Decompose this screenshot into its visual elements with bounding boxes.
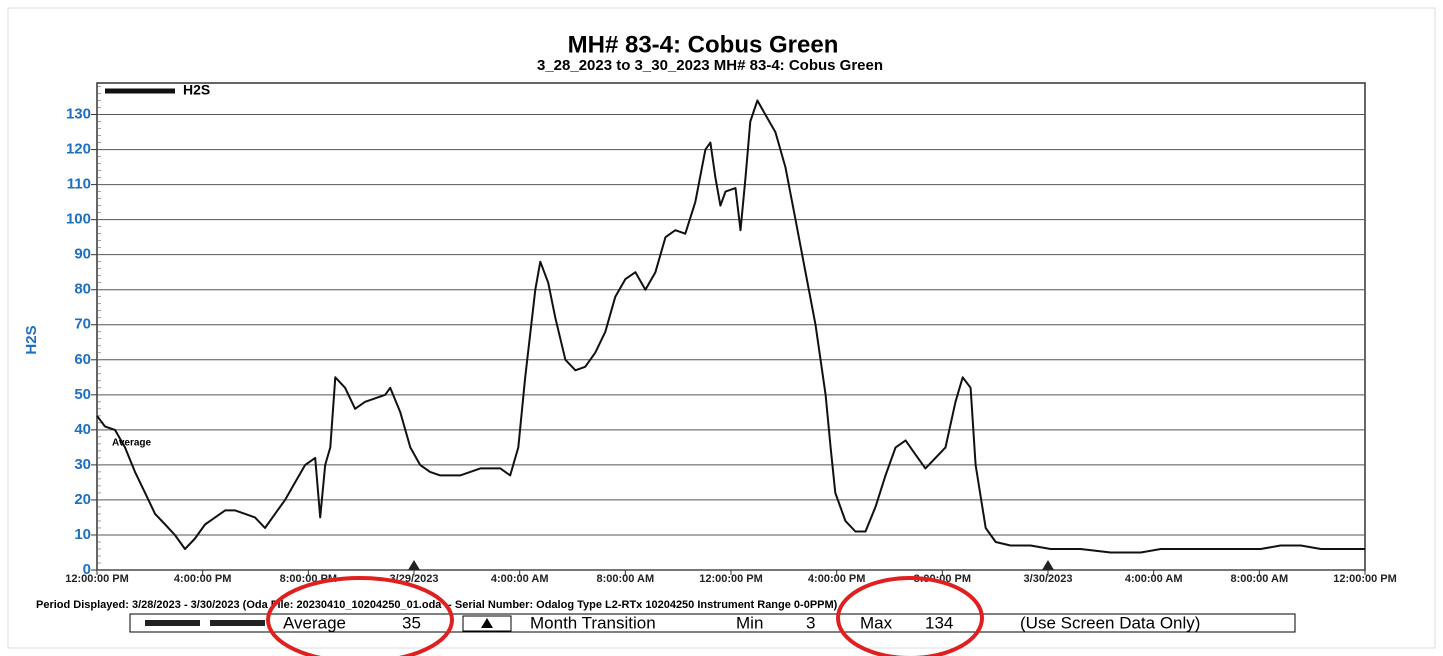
y-tick-label: 110: [67, 176, 91, 193]
average-annotation: Average: [112, 438, 152, 449]
transition-marker: [1042, 560, 1054, 570]
highlight-circle: [836, 576, 984, 656]
legend-label: H2S: [183, 82, 210, 98]
y-axis-label: H2S: [23, 325, 40, 354]
x-tick-label: 4:00:00 AM: [1125, 573, 1183, 585]
average-value: 35: [402, 613, 421, 632]
min-value: 3: [806, 613, 815, 632]
y-tick-label: 30: [74, 456, 91, 473]
stats-box: Average 35 Month Transition Min 3 Max 13…: [129, 613, 1296, 633]
x-tick-label: 12:00:00 PM: [65, 573, 129, 585]
min-label: Min: [736, 613, 763, 632]
x-tick-label: 4:00:00 PM: [174, 573, 231, 585]
x-tick-label: 12:00:00 PM: [1333, 573, 1397, 585]
y-tick-label: 130: [66, 106, 91, 123]
highlight-circle: [266, 576, 454, 656]
transition-icon: [462, 615, 512, 632]
x-tick-label: 8:00:00 AM: [596, 573, 654, 585]
data-line: [96, 99, 1365, 554]
y-tick-label: 20: [74, 491, 91, 508]
y-tick-label: 0: [83, 561, 91, 578]
x-tick-label: 8:00:00 AM: [1230, 573, 1288, 585]
chart-title: MH# 83-4: Cobus Green: [568, 31, 839, 58]
max-value: 134: [925, 613, 953, 632]
stats-frame: [129, 613, 1296, 633]
max-label: Max: [860, 613, 893, 632]
chart-subtitle: 3_28_2023 to 3_30_2023 MH# 83-4: Cobus G…: [537, 57, 883, 74]
x-tick-label: 4:00:00 PM: [808, 573, 865, 585]
stats-swatch: [145, 620, 200, 626]
stats-swatch: [210, 620, 265, 626]
y-tick-label: 10: [74, 526, 91, 543]
transition-triangle: [481, 618, 493, 628]
y-tick-label: 90: [74, 246, 91, 263]
plot-frame: [96, 82, 1366, 571]
note: (Use Screen Data Only): [1020, 613, 1200, 632]
y-tick-label: 40: [74, 421, 91, 438]
x-tick-label: 3/30/2023: [1024, 573, 1073, 585]
transition-label: Month Transition: [530, 613, 656, 632]
y-tick-label: 70: [74, 316, 91, 333]
x-tick-label: 4:00:00 AM: [491, 573, 549, 585]
page-border: [7, 7, 1436, 649]
average-label: Average: [283, 613, 346, 632]
y-tick-label: 80: [74, 281, 91, 298]
period-text: Period Displayed: 3/28/2023 - 3/30/2023 …: [36, 599, 838, 611]
transition-marker: [408, 560, 420, 570]
x-tick-label: 8:00:00 PM: [914, 573, 971, 585]
y-tick-label: 120: [66, 141, 91, 158]
y-tick-label: 50: [74, 386, 91, 403]
y-tick-label: 100: [66, 211, 91, 228]
x-tick-label: 12:00:00 PM: [699, 573, 763, 585]
y-tick-label: 60: [74, 351, 91, 368]
